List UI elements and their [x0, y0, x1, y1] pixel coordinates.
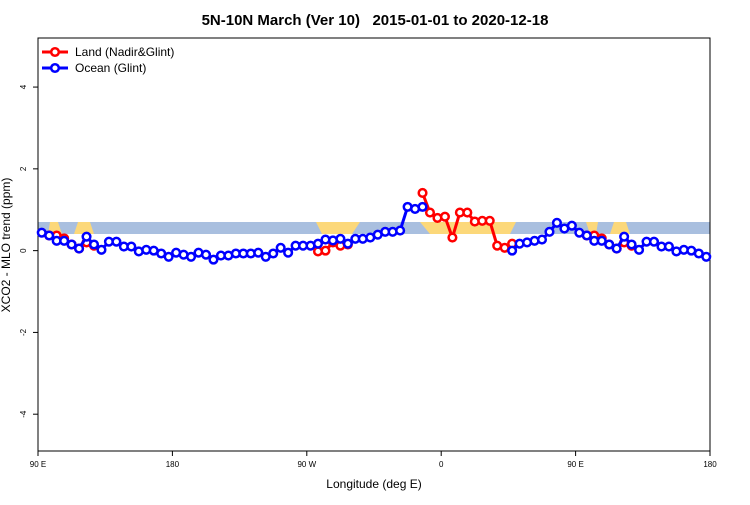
point [275, 242, 286, 253]
map-strip [38, 222, 710, 234]
point [335, 233, 346, 244]
point [626, 239, 637, 250]
point [566, 220, 577, 231]
point [81, 231, 92, 242]
point [619, 231, 630, 242]
point [88, 239, 100, 250]
land-strip [48, 222, 630, 234]
x-tick-label: 90 W [297, 460, 316, 469]
point [126, 241, 137, 252]
point [424, 207, 436, 218]
point [417, 187, 428, 199]
point [604, 239, 615, 250]
chart-title: 5N-10N March (Ver 10) 2015-01-01 to 2020… [202, 12, 549, 29]
x-tick-label: 0 [439, 460, 444, 469]
point [395, 225, 406, 236]
y-tick-label: 4 [19, 84, 28, 89]
point [320, 245, 331, 256]
point [551, 217, 562, 228]
point [484, 215, 495, 226]
point [186, 251, 197, 262]
point [111, 236, 122, 247]
point [342, 238, 353, 249]
point [268, 248, 279, 259]
point [74, 243, 85, 254]
x-axis-label: Longitude (deg E) [326, 477, 421, 491]
point [663, 241, 674, 252]
point [96, 244, 107, 255]
point [253, 247, 264, 258]
point [44, 230, 55, 241]
point [507, 245, 518, 256]
y-tick-label: 0 [19, 248, 28, 253]
legend-label: Land (Nadir&Glint) [75, 45, 174, 59]
y-tick-label: 2 [19, 166, 28, 171]
point [596, 235, 607, 246]
point [701, 251, 712, 262]
point [208, 254, 219, 265]
x-tick-label: 180 [703, 460, 717, 469]
point [59, 235, 70, 246]
x-tick-label: 90 E [567, 460, 583, 469]
y-tick-label: -2 [19, 328, 28, 336]
point [611, 243, 622, 254]
x-tick-label: 180 [166, 460, 180, 469]
legend-marker [49, 62, 61, 74]
point [648, 236, 660, 247]
point [439, 211, 450, 222]
point [312, 238, 324, 249]
point [544, 226, 555, 237]
point [447, 232, 458, 243]
y-tick-label: -4 [19, 410, 28, 418]
legend-marker [49, 46, 61, 58]
legend-label: Ocean (Glint) [75, 61, 146, 75]
point [283, 247, 294, 258]
plot-frame [37, 37, 711, 452]
point [462, 207, 473, 218]
point [163, 251, 174, 262]
point [200, 249, 212, 260]
point [536, 234, 548, 245]
x-tick-label: 90 E [30, 460, 46, 469]
point [634, 244, 645, 255]
point [417, 201, 428, 212]
point [66, 239, 77, 250]
y-axis-label: XCO2 - MLO trend (ppm) [0, 178, 13, 313]
point [581, 230, 592, 241]
